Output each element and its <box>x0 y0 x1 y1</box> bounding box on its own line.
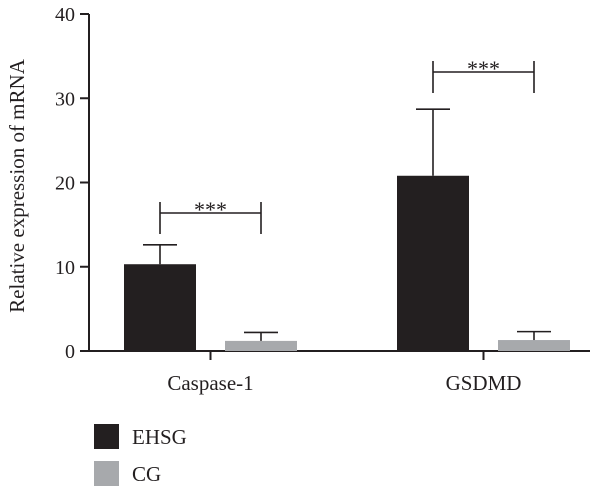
bar-cg-1 <box>498 340 570 351</box>
bar-cg-0 <box>225 340 297 351</box>
y-tick-label: 0 <box>65 341 75 363</box>
y-tick-label: 30 <box>55 88 75 110</box>
legend-label-cg: CG <box>132 462 161 486</box>
x-tick-label-0: Caspase-1 <box>167 371 253 395</box>
significance-label-1: *** <box>467 56 500 81</box>
x-tick-label-1: GSDMD <box>446 371 522 395</box>
legend-label-ehsg: EHSG <box>132 425 187 449</box>
bar-ehsg-1 <box>397 175 469 351</box>
y-tick-label: 40 <box>55 4 75 26</box>
bar-ehsg-0 <box>124 264 196 351</box>
legend-swatch-ehsg <box>94 424 119 449</box>
y-axis-label: Relative expression of mRNA <box>5 58 29 313</box>
y-tick-label: 10 <box>55 257 75 279</box>
legend-swatch-cg <box>94 461 119 486</box>
significance-label-0: *** <box>194 197 227 222</box>
y-tick-label: 20 <box>55 173 75 195</box>
